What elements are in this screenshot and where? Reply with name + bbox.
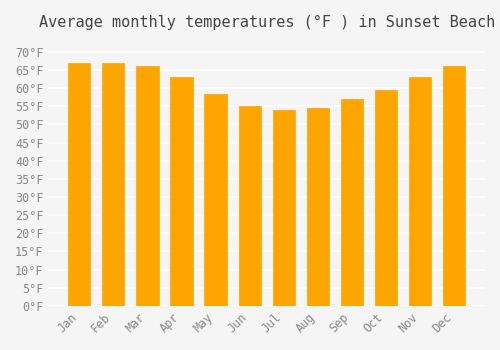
Bar <box>306 108 329 306</box>
Title: Average monthly temperatures (°F ) in Sunset Beach: Average monthly temperatures (°F ) in Su… <box>38 15 495 30</box>
Bar <box>136 66 158 306</box>
Bar <box>409 77 431 306</box>
Bar <box>443 66 465 306</box>
Bar <box>68 63 90 306</box>
Bar <box>375 90 397 306</box>
Bar <box>238 106 260 306</box>
Bar <box>272 110 295 306</box>
Bar <box>204 93 227 306</box>
Bar <box>341 99 363 306</box>
Bar <box>170 77 192 306</box>
Bar <box>102 63 124 306</box>
